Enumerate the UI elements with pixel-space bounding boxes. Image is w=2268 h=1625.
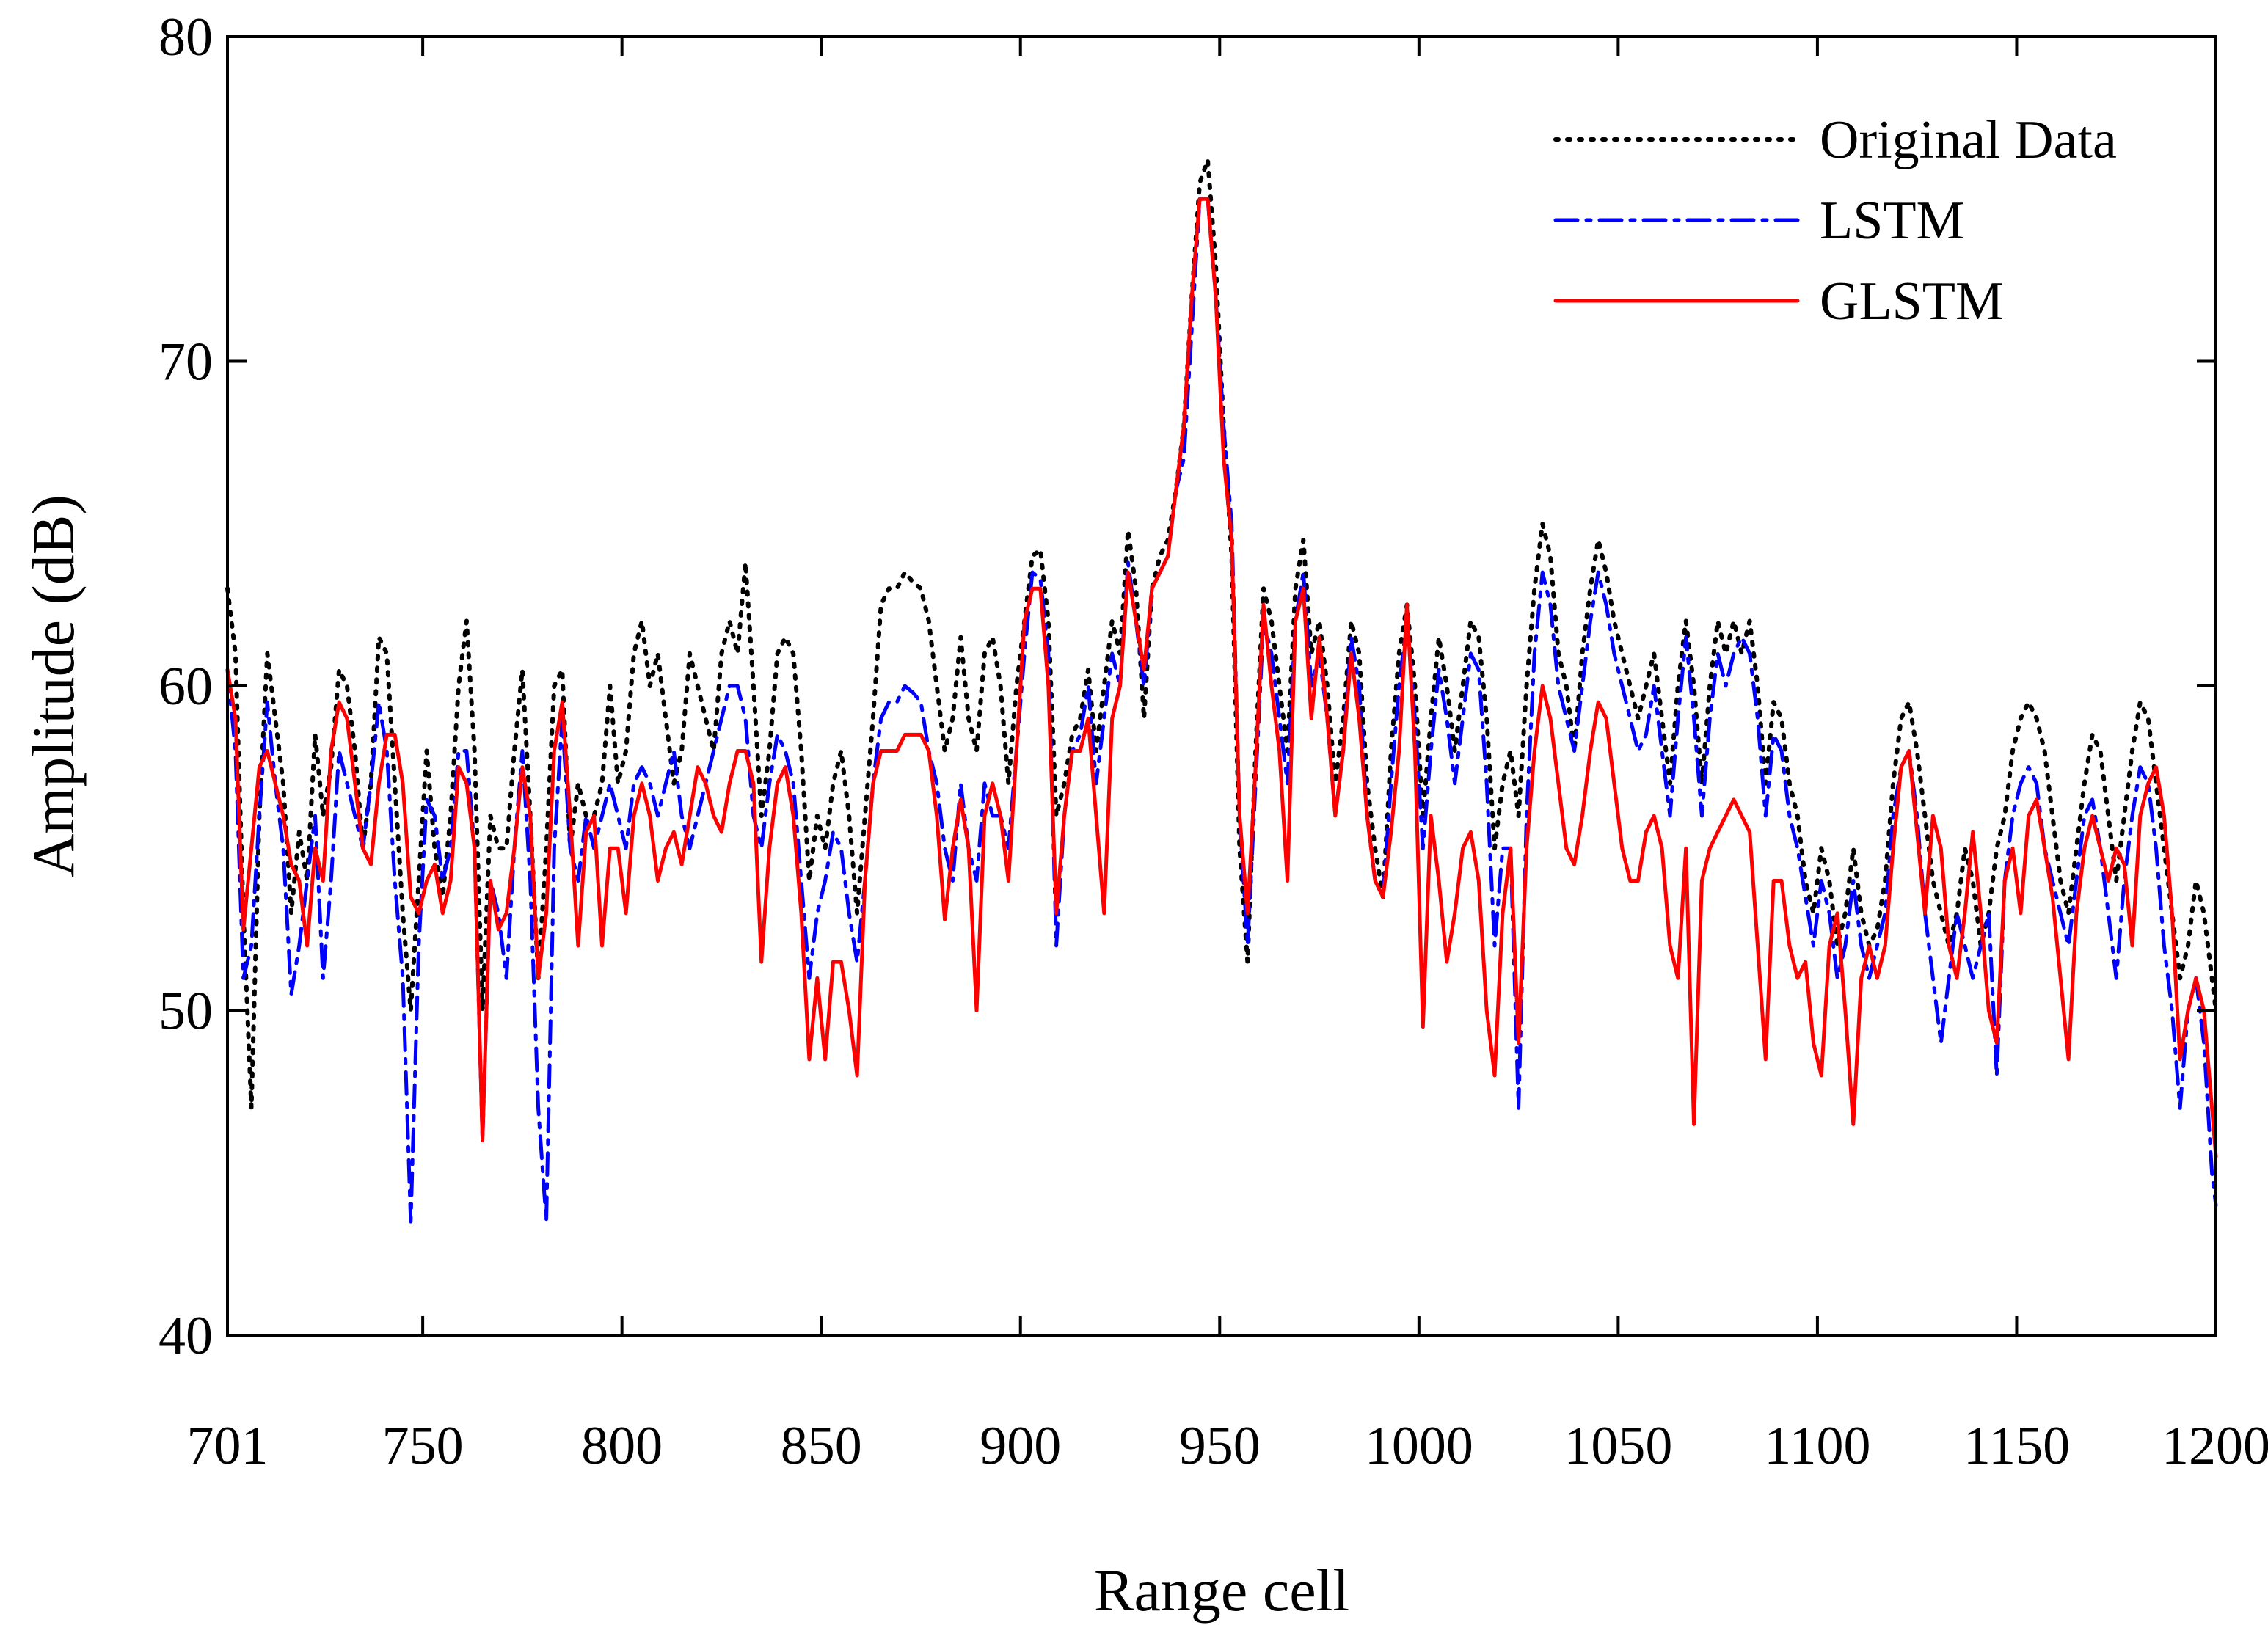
- x-tick-label: 1100: [1764, 1416, 1870, 1476]
- y-tick-label: 70: [158, 332, 213, 392]
- x-tick-label: 800: [581, 1416, 663, 1476]
- axis-ticks: 701 750 800 850 900 950 1000 1050 1100 1150 1200 40…: [158, 7, 2268, 1476]
- x-tick-label: 850: [781, 1416, 862, 1476]
- x-tick-label: 950: [1179, 1416, 1261, 1476]
- x-axis-title: Range cell: [1094, 1557, 1349, 1624]
- legend-label-lstm: LSTM: [1820, 191, 1964, 251]
- series-layer: [225, 158, 2218, 1224]
- y-tick-label: 80: [158, 7, 213, 67]
- y-tick-label: 40: [158, 1306, 213, 1366]
- series-line-original-data: [225, 158, 2218, 1111]
- x-tick-label: 900: [980, 1416, 1061, 1476]
- series-line-glstm: [225, 197, 2218, 1159]
- x-tick-label: 1150: [1963, 1416, 2070, 1476]
- x-tick-label: 701: [187, 1416, 269, 1476]
- x-tick-label: 1200: [2162, 1416, 2268, 1476]
- legend: Original Data LSTM GLSTM: [1553, 110, 2117, 332]
- legend-label-original-data: Original Data: [1820, 110, 2117, 170]
- y-tick-label: 50: [158, 982, 213, 1042]
- x-tick-label: 1000: [1365, 1416, 1473, 1476]
- y-tick-label: 60: [158, 657, 213, 717]
- legend-label-glstm: GLSTM: [1820, 271, 2004, 332]
- y-axis-title: Amplitude (dB): [20, 494, 87, 877]
- x-tick-label: 1050: [1564, 1416, 1672, 1476]
- x-tick-label: 750: [382, 1416, 464, 1476]
